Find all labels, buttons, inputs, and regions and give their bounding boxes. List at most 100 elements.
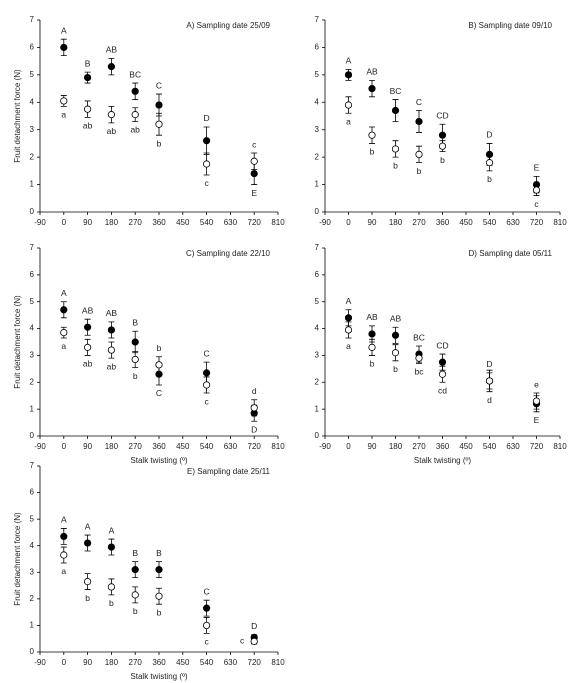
y-tick-label: 5	[30, 514, 35, 523]
y-tick-label: 4	[315, 324, 320, 333]
x-tick-label: 630	[224, 218, 238, 227]
significance-letter: B	[85, 58, 91, 68]
x-tick-label: 0	[346, 442, 351, 451]
x-tick-label: 180	[105, 442, 119, 451]
y-tick-label: 1	[315, 180, 320, 189]
x-tick-label: 810	[553, 218, 567, 227]
significance-letter: C	[204, 586, 210, 596]
data-point	[368, 131, 376, 139]
significance-letter: a	[346, 117, 351, 127]
significance-letter: d	[487, 395, 492, 405]
x-tick-label: 810	[271, 658, 285, 667]
significance-letter: A	[346, 296, 352, 306]
data-point	[391, 349, 400, 357]
significance-letter: d	[252, 386, 257, 396]
data-point	[203, 604, 211, 612]
significance-letter: AB	[366, 67, 378, 77]
data-point	[60, 551, 68, 559]
data-point	[60, 306, 68, 314]
data-point	[84, 577, 92, 586]
significance-letter: B	[132, 318, 138, 328]
significance-letter: c	[204, 637, 209, 647]
x-tick-label: 90	[83, 442, 92, 451]
x-tick-label: 0	[346, 218, 351, 227]
y-axis-label: Fruit detachment force (N)	[13, 69, 22, 163]
significance-letter: b	[440, 155, 445, 165]
x-tick-label: 540	[483, 442, 497, 451]
significance-letter: a	[61, 110, 66, 120]
panel: 0 1 2 3 4 5 6 7 -90 0 90 180 270 360 450 540 630 720 810 B)…	[315, 15, 568, 227]
significance-letter: a	[61, 341, 66, 351]
x-tick-label: 450	[459, 218, 473, 227]
x-tick-label: 450	[176, 218, 190, 227]
significance-letter: a	[61, 566, 66, 576]
y-tick-label: 3	[30, 567, 35, 576]
y-tick-label: 2	[315, 152, 320, 161]
data-point	[391, 106, 400, 115]
data-point	[107, 326, 116, 334]
y-tick-label: 1	[30, 180, 35, 189]
x-tick-label: -90	[34, 442, 46, 451]
data-point	[107, 111, 116, 119]
panel: 0 1 2 3 4 5 6 7 -90 0 90 180 270 360 450 540 630 720 810 A)…	[13, 15, 285, 227]
significance-letter: b	[370, 359, 375, 369]
panel: 0 1 2 3 4 5 6 7 -90 0 90 180 270 360 450 540 630 720 810 C)…	[13, 243, 285, 465]
data-point	[203, 137, 211, 145]
data-point	[415, 150, 423, 158]
data-point	[250, 157, 258, 165]
panel-title: C) Sampling date 22/10	[186, 249, 271, 258]
data-point	[84, 539, 92, 547]
y-tick-label: 2	[30, 594, 35, 603]
data-point	[368, 84, 376, 93]
x-tick-label: 720	[248, 658, 262, 667]
significance-letter: BC	[390, 86, 402, 96]
y-tick-label: 1	[315, 404, 320, 413]
data-point	[131, 111, 139, 119]
panel-title: A) Sampling date 25/09	[186, 21, 270, 30]
data-point	[131, 566, 139, 574]
significance-letter: D	[486, 130, 492, 140]
y-tick-label: 1	[30, 621, 35, 630]
x-tick-label: 0	[62, 218, 67, 227]
significance-letter: b	[393, 160, 398, 170]
significance-letter: B	[156, 548, 162, 558]
y-tick-label: 7	[315, 15, 320, 24]
x-tick-label: 180	[389, 442, 403, 451]
x-tick-label: 720	[530, 442, 544, 451]
data-point	[368, 330, 376, 338]
significance-letter: A	[85, 521, 91, 531]
data-point	[84, 343, 92, 351]
significance-letter: b	[370, 147, 375, 157]
significance-letter: b	[157, 138, 162, 148]
x-tick-label: 360	[436, 218, 450, 227]
data-point	[250, 404, 258, 412]
significance-letter: bc	[415, 367, 425, 377]
y-tick-label: 7	[30, 243, 35, 252]
y-tick-label: 4	[30, 97, 35, 106]
significance-letter: b	[133, 371, 138, 381]
y-tick-label: 3	[30, 351, 35, 360]
significance-letter: b	[109, 598, 114, 608]
x-tick-label: 90	[368, 442, 377, 451]
x-tick-label: -90	[319, 442, 331, 451]
y-tick-label: 0	[315, 207, 320, 216]
y-tick-label: 6	[30, 43, 35, 52]
x-tick-label: 270	[412, 442, 426, 451]
x-tick-label: 540	[200, 218, 214, 227]
data-point	[131, 591, 139, 599]
data-point	[391, 145, 400, 153]
significance-letter: b	[487, 174, 492, 184]
significance-letter: b	[393, 364, 398, 374]
significance-letter: cd	[438, 386, 447, 396]
significance-letter: C	[204, 348, 210, 358]
x-tick-label: -90	[34, 658, 46, 667]
x-tick-label: 360	[152, 218, 166, 227]
significance-letter: BC	[413, 332, 425, 342]
data-point	[131, 355, 139, 364]
panel: 0 1 2 3 4 5 6 7 -90 0 90 180 270 360 450 540 630 720 810 E)…	[13, 461, 285, 681]
data-point	[485, 377, 494, 385]
data-point	[250, 637, 258, 645]
significance-letter: A	[61, 288, 67, 298]
y-tick-label: 0	[30, 647, 35, 656]
x-tick-label: 360	[436, 442, 450, 451]
